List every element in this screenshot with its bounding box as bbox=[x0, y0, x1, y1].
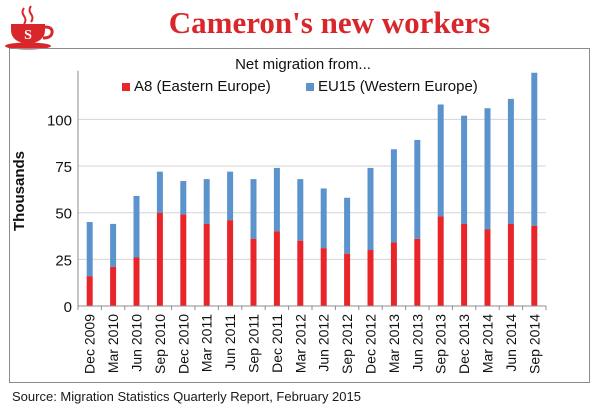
x-tick-label: Dec 2010 bbox=[175, 314, 191, 374]
bar-a8 bbox=[367, 250, 374, 306]
bar-a8 bbox=[320, 248, 327, 306]
bar-eu15 bbox=[297, 179, 304, 241]
bar-a8 bbox=[86, 276, 93, 306]
bar-a8 bbox=[273, 231, 280, 306]
bar-a8 bbox=[203, 223, 210, 306]
x-tick-label: Dec 2013 bbox=[456, 314, 472, 374]
x-tick-label: Sep 2010 bbox=[152, 314, 168, 374]
legend-label: EU15 (Western Europe) bbox=[318, 78, 478, 95]
y-tick-label: 50 bbox=[55, 206, 72, 223]
y-axis-label: Thousands bbox=[11, 151, 28, 231]
bars bbox=[86, 72, 538, 306]
bar-eu15 bbox=[110, 223, 117, 267]
x-tick-label: Mar 2011 bbox=[199, 314, 215, 372]
y-tick-label: 75 bbox=[55, 159, 72, 176]
y-tick-label: 25 bbox=[55, 252, 72, 269]
chart: Net migration from... A8 (Eastern Europe… bbox=[11, 56, 547, 374]
x-tick-label: Jun 2012 bbox=[316, 314, 332, 372]
bar-a8 bbox=[156, 212, 163, 306]
bar-a8 bbox=[390, 242, 397, 306]
teacup-icon bbox=[5, 5, 54, 50]
bar-a8 bbox=[344, 253, 351, 306]
x-tick-label: Dec 2012 bbox=[363, 314, 379, 374]
bar-eu15 bbox=[484, 108, 491, 230]
x-tick-label: Mar 2010 bbox=[105, 314, 121, 373]
logo-letter: S bbox=[24, 28, 32, 43]
bar-a8 bbox=[180, 214, 187, 306]
bar-a8 bbox=[437, 216, 444, 306]
x-tick-label: Jun 2014 bbox=[503, 314, 519, 372]
x-tick-label: Mar 2012 bbox=[292, 314, 308, 373]
y-tick-label: 100 bbox=[47, 112, 72, 129]
x-tick-label: Dec 2011 bbox=[269, 314, 285, 373]
bar-eu15 bbox=[344, 197, 351, 254]
bar-a8 bbox=[531, 225, 538, 306]
x-tick-label: Mar 2014 bbox=[480, 314, 496, 373]
axis: 0 25 50 75 100 Dec 2009 Mar 2010 Jun 2010 Sep 20… bbox=[47, 70, 547, 374]
y-tick-label: 0 bbox=[64, 299, 72, 316]
bar-eu15 bbox=[507, 98, 514, 224]
bar-eu15 bbox=[227, 171, 234, 221]
bar-eu15 bbox=[437, 104, 444, 217]
bar-a8 bbox=[227, 220, 234, 306]
bar-a8 bbox=[507, 223, 514, 306]
x-tick-label: Jun 2013 bbox=[409, 314, 425, 372]
page-title: Cameron's new workers bbox=[168, 5, 491, 40]
bar-eu15 bbox=[250, 179, 257, 239]
x-tick-label: Mar 2013 bbox=[386, 314, 402, 373]
bar-a8 bbox=[414, 238, 421, 306]
bar-eu15 bbox=[133, 195, 140, 258]
bar-eu15 bbox=[273, 167, 280, 232]
legend-swatch bbox=[122, 83, 130, 91]
x-tick-label: Sep 2011 bbox=[246, 314, 262, 373]
chart-subtitle: Net migration from... bbox=[235, 56, 371, 73]
legend-swatch bbox=[306, 83, 314, 91]
x-tick-label: Jun 2010 bbox=[129, 314, 145, 372]
bar-eu15 bbox=[414, 139, 421, 239]
bar-eu15 bbox=[461, 115, 468, 224]
bar-eu15 bbox=[180, 180, 187, 215]
bar-a8 bbox=[297, 240, 304, 306]
x-tick-label: Sep 2012 bbox=[339, 314, 355, 374]
legend: A8 (Eastern Europe) EU15 (Western Europe) bbox=[122, 78, 478, 95]
bar-eu15 bbox=[390, 149, 397, 243]
x-tick-label: Dec 2009 bbox=[82, 314, 98, 374]
bar-eu15 bbox=[203, 179, 210, 224]
bar-eu15 bbox=[320, 188, 327, 249]
bar-a8 bbox=[133, 257, 140, 306]
gridlines bbox=[78, 118, 546, 260]
bar-a8 bbox=[250, 238, 257, 306]
x-tick-label: Jun 2011 bbox=[222, 314, 238, 371]
bar-a8 bbox=[484, 229, 491, 306]
bar-eu15 bbox=[156, 171, 163, 213]
source-note: Source: Migration Statistics Quarterly R… bbox=[12, 389, 361, 404]
x-tick-label: Sep 2013 bbox=[433, 314, 449, 374]
bar-eu15 bbox=[86, 222, 93, 277]
bar-a8 bbox=[461, 223, 468, 306]
legend-label: A8 (Eastern Europe) bbox=[134, 78, 271, 95]
bar-a8 bbox=[110, 266, 117, 306]
x-tick-label: Sep 2014 bbox=[526, 314, 542, 374]
teacup-logo: S bbox=[5, 5, 54, 50]
bar-eu15 bbox=[367, 167, 374, 251]
bar-eu15 bbox=[531, 72, 538, 226]
chart-frame: Net migration from... A8 (Eastern Europe… bbox=[9, 48, 590, 383]
